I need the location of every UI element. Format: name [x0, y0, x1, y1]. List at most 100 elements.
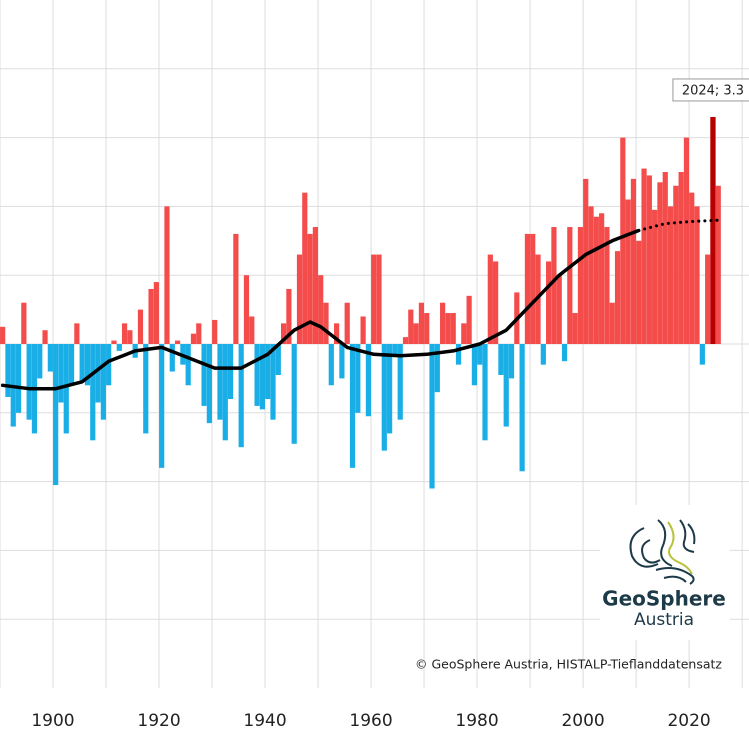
bar [524, 233, 531, 344]
bar [487, 254, 493, 344]
bar [259, 344, 265, 410]
bar [636, 240, 642, 344]
bar [291, 344, 297, 444]
bar [609, 302, 615, 344]
bar [227, 344, 234, 400]
bar [471, 344, 478, 386]
bar [53, 344, 59, 486]
bar [477, 344, 483, 365]
bar [137, 309, 144, 344]
x-tick-label: 1960 [349, 711, 392, 731]
bar [551, 227, 557, 344]
bar [0, 326, 6, 344]
bar [360, 316, 366, 344]
bar [37, 344, 43, 379]
bar [95, 344, 101, 403]
bar [5, 344, 11, 397]
bar [689, 192, 695, 344]
bar [683, 137, 690, 344]
bar [339, 344, 345, 379]
bar [74, 323, 80, 344]
bar [249, 316, 255, 344]
logo-icon [629, 519, 696, 585]
bar [365, 344, 372, 417]
bar [450, 313, 456, 344]
bar [58, 344, 64, 403]
bar [79, 344, 85, 382]
bar [222, 344, 228, 441]
bar [630, 178, 637, 344]
bar [159, 344, 165, 468]
bar [408, 309, 414, 344]
bar [275, 344, 281, 375]
bar [583, 178, 589, 344]
bar [519, 344, 525, 472]
bar [678, 172, 684, 344]
x-tick-label: 2020 [667, 711, 710, 731]
bar [561, 344, 568, 362]
bar [392, 344, 398, 355]
bar [174, 340, 181, 344]
bar [106, 344, 112, 386]
bar [604, 227, 610, 344]
bar [641, 168, 647, 344]
bar [121, 323, 128, 344]
bar [588, 206, 594, 344]
bar [556, 275, 562, 344]
bar [577, 227, 584, 344]
bar [21, 302, 27, 344]
annotation-box [672, 78, 749, 102]
bar [418, 302, 425, 344]
bar [445, 313, 451, 344]
bar [397, 344, 403, 420]
bar [243, 275, 250, 344]
bar [116, 344, 122, 351]
bar [652, 209, 658, 344]
bar [705, 254, 711, 344]
bar [169, 344, 175, 372]
bar [233, 233, 239, 344]
bar [127, 330, 133, 344]
bar [47, 344, 53, 372]
bar [111, 340, 117, 344]
bar [662, 172, 668, 344]
x-tick-label: 2000 [561, 711, 604, 731]
bar [699, 344, 705, 365]
bar [620, 137, 626, 344]
bar [143, 344, 149, 434]
bar [238, 344, 244, 448]
smooth-projection-line [637, 218, 720, 232]
bar [673, 185, 679, 344]
bar [15, 344, 22, 413]
bar [349, 344, 356, 468]
bar [424, 313, 430, 344]
bar [280, 323, 287, 344]
annotation-text: 2024; 3.3 [682, 83, 744, 98]
bar [206, 344, 212, 424]
bar [371, 254, 377, 344]
bar [196, 323, 202, 344]
bar [153, 282, 159, 344]
bar [461, 323, 467, 344]
bar [302, 192, 308, 344]
bar [710, 116, 716, 345]
bar [148, 288, 154, 344]
bar [567, 227, 573, 344]
bar [190, 333, 197, 344]
x-tick-label: 1920 [137, 711, 180, 731]
logo: GeoSphere Austria [600, 505, 730, 640]
bar [540, 344, 546, 365]
bar [455, 344, 462, 365]
logo-background [600, 505, 730, 640]
bar [493, 261, 499, 344]
bar [26, 344, 32, 420]
source-text: © GeoSphere Austria, HISTALP-Tieflanddat… [415, 657, 722, 672]
bar [413, 323, 419, 344]
bar [381, 344, 387, 451]
bar [572, 313, 578, 344]
bar [498, 344, 504, 375]
bar [482, 344, 488, 441]
bar [265, 344, 271, 400]
bar [217, 344, 223, 420]
bar [434, 344, 440, 393]
